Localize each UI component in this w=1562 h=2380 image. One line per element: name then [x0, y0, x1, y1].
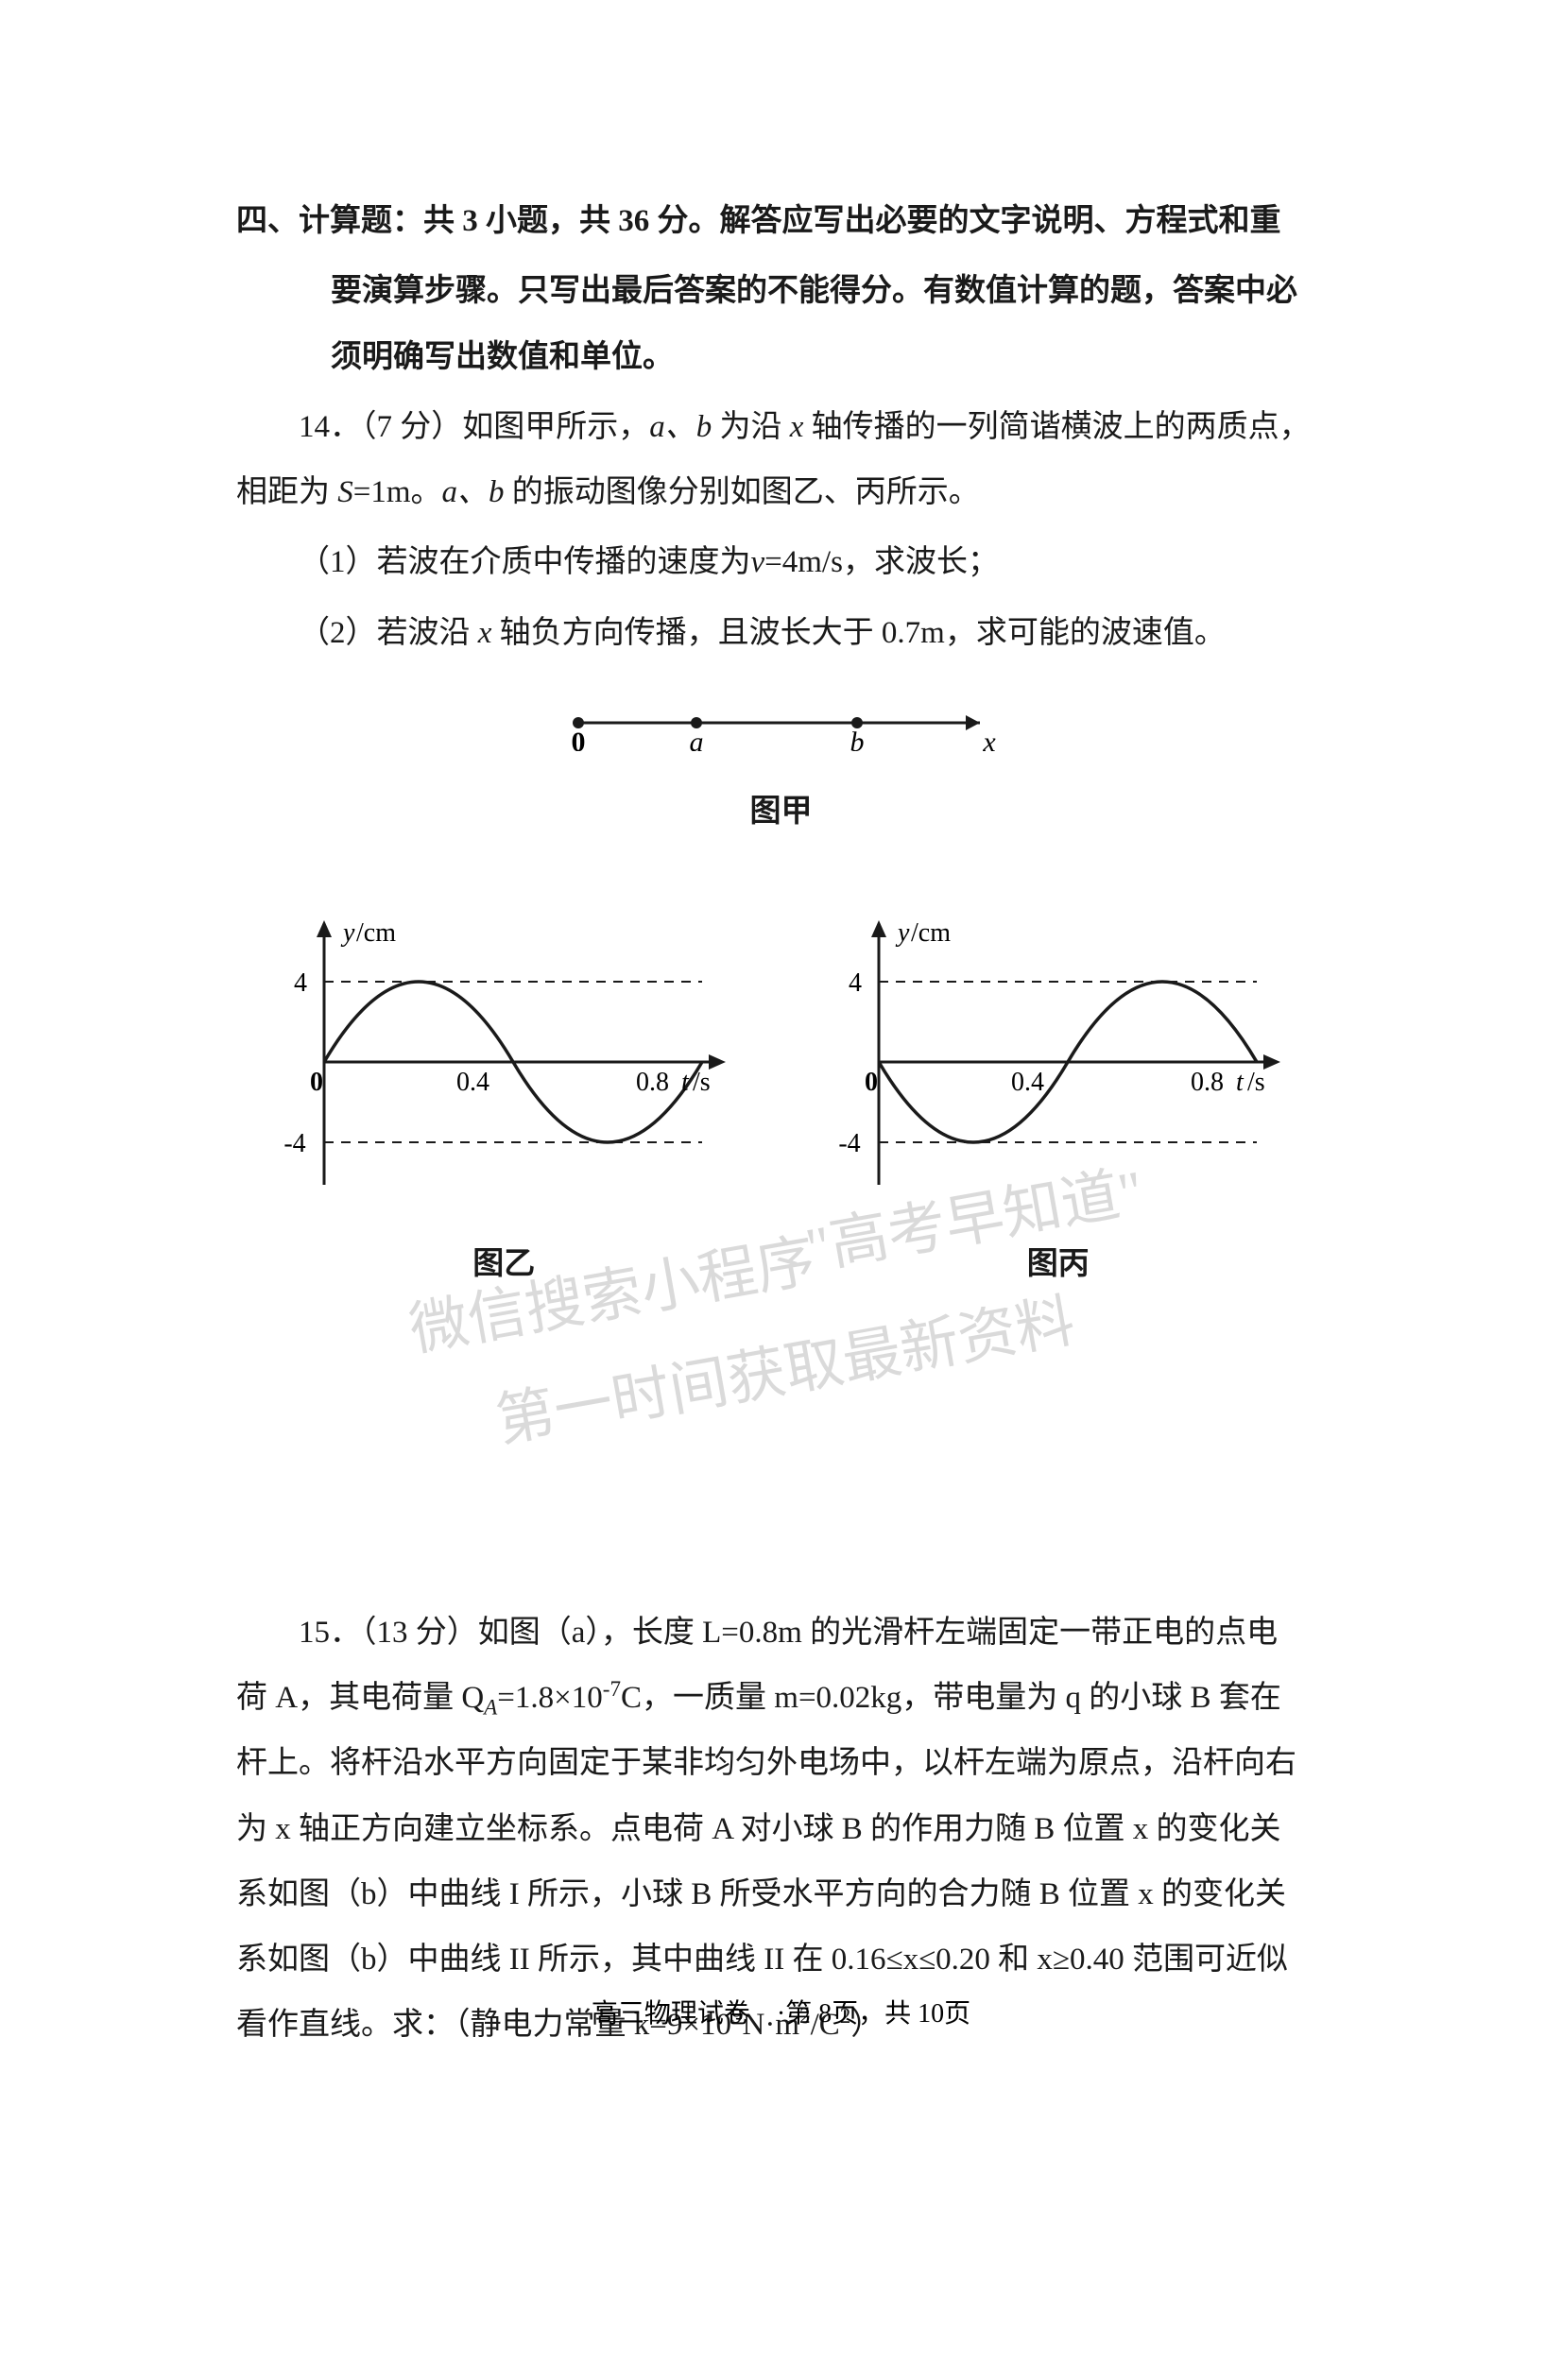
svg-text:y: y [340, 918, 355, 948]
q14-l1-suffix: 轴传播的一列简谐横波上的两质点， [803, 410, 1310, 444]
q14-part1: （1）若波在介质中传播的速度为v=4m/s，求波长； [236, 530, 1326, 595]
svg-text:0: 0 [571, 727, 585, 751]
svg-text:0: 0 [310, 1068, 323, 1097]
section-header-line3: 须明确写出数值和单位。 [236, 325, 1326, 390]
figure-jia-svg: 0 a b x [555, 704, 1008, 751]
q15-p2-mid: =1.8×10 [497, 1681, 602, 1715]
q15-p2: 荷 A，其电荷量 QA=1.8×10-7C，一质量 m=0.02kg，带电量为 … [236, 1666, 1326, 1731]
svg-text:0.8: 0.8 [636, 1068, 669, 1097]
svg-text:-4: -4 [838, 1129, 860, 1158]
svg-text:0.4: 0.4 [1011, 1068, 1044, 1097]
q14-l1-ab: a、b [649, 410, 712, 444]
svg-text:-4: -4 [284, 1129, 306, 1158]
q15-p3: 杆上。将杆沿水平方向固定于某非均匀外电场中，以杆左端为原点，沿杆向右 [236, 1731, 1326, 1796]
chart-bing-container: y /cm 4 -4 0 0.4 0.8 t /s 图丙 [822, 901, 1295, 1297]
q14-l2-prefix: 相距为 [236, 475, 337, 509]
svg-text:b: b [850, 727, 864, 751]
page-footer: 高三物理试卷 ·第 8页，共 10页 [0, 1993, 1562, 2030]
figure-jia-label: 图甲 [750, 779, 813, 845]
svg-text:0.4: 0.4 [456, 1068, 489, 1097]
svg-text:4: 4 [849, 968, 862, 998]
q14-p1-v: v [751, 545, 765, 579]
q15-p2-sup: -7 [603, 1676, 621, 1701]
chart-bing-label: 图丙 [1027, 1232, 1090, 1297]
chart-bing-svg: y /cm 4 -4 0 0.4 0.8 t /s [822, 901, 1295, 1223]
q15-p4: 为 x 轴正方向建立坐标系。点电荷 A 对小球 B 的作用力随 B 位置 x 的… [236, 1797, 1326, 1862]
section-header-line1: 四、计算题：共 3 小题，共 36 分。解答应写出必要的文字说明、方程式和重 [236, 189, 1326, 254]
charts-row: y /cm 4 -4 0 0.4 0.8 t /s 图乙 [236, 901, 1326, 1297]
q14-l1-prefix: 14．（7 分）如图甲所示， [299, 410, 649, 444]
svg-text:t: t [1236, 1068, 1244, 1097]
svg-text:/s: /s [693, 1068, 711, 1097]
svg-text:/s: /s [1247, 1068, 1265, 1097]
chart-yi-label: 图乙 [472, 1232, 535, 1297]
q14-p1-prefix: （1）若波在介质中传播的速度为 [299, 545, 751, 579]
q14-p2-suffix: 轴负方向传播，且波长大于 0.7m，求可能的波速值。 [491, 616, 1225, 650]
figure-jia-container: 0 a b x 图甲 [236, 704, 1326, 845]
svg-text:t: t [681, 1068, 690, 1097]
q15-p1: 15．（13 分）如图（a），长度 L=0.8m 的光滑杆左端固定一带正电的点电 [236, 1601, 1326, 1666]
q15-p2-sub: A [484, 1695, 497, 1720]
q15-block: 15．（13 分）如图（a），长度 L=0.8m 的光滑杆左端固定一带正电的点电… [236, 1601, 1326, 2059]
q15-p2-suffix: C，一质量 m=0.02kg，带电量为 q 的小球 B 套在 [621, 1681, 1281, 1715]
q14-l2-suffix: 的振动图像分别如图乙、丙所示。 [505, 475, 980, 509]
q14-l2-eq: =1m。 [353, 475, 442, 509]
section-header-line2: 要演算步骤。只写出最后答案的不能得分。有数值计算的题，答案中必 [236, 259, 1326, 324]
svg-text:y: y [895, 918, 910, 948]
q14-line1: 14．（7 分）如图甲所示，a、b 为沿 x 轴传播的一列简谐横波上的两质点， [236, 395, 1326, 460]
svg-text:a: a [689, 727, 703, 751]
q15-p2-prefix: 荷 A，其电荷量 Q [236, 1681, 484, 1715]
q14-l1-x: x [790, 410, 804, 444]
svg-text:x: x [982, 727, 996, 751]
q14-p2-prefix: （2）若波沿 [299, 616, 478, 650]
q14-part2: （2）若波沿 x 轴负方向传播，且波长大于 0.7m，求可能的波速值。 [236, 601, 1326, 666]
chart-yi-container: y /cm 4 -4 0 0.4 0.8 t /s 图乙 [267, 901, 740, 1297]
svg-text:4: 4 [294, 968, 307, 998]
q14-l1-mid: 为沿 [712, 410, 790, 444]
q15-p6: 系如图（b）中曲线 II 所示，其中曲线 II 在 0.16≤x≤0.20 和 … [236, 1927, 1326, 1993]
svg-text:/cm: /cm [356, 918, 396, 948]
svg-text:0.8: 0.8 [1191, 1068, 1224, 1097]
q15-p5: 系如图（b）中曲线 I 所示，小球 B 所受水平方向的合力随 B 位置 x 的变… [236, 1862, 1326, 1927]
q14-p1-suffix: =4m/s，求波长； [764, 545, 999, 579]
svg-text:/cm: /cm [911, 918, 951, 948]
q14-l2-ab: a、b [442, 475, 505, 509]
q14-l2-s: S [337, 475, 353, 509]
svg-text:0: 0 [865, 1068, 878, 1097]
q14-line2: 相距为 S=1m。a、b 的振动图像分别如图乙、丙所示。 [236, 460, 1326, 525]
chart-yi-svg: y /cm 4 -4 0 0.4 0.8 t /s [267, 901, 740, 1223]
q14-p2-x: x [478, 616, 492, 650]
